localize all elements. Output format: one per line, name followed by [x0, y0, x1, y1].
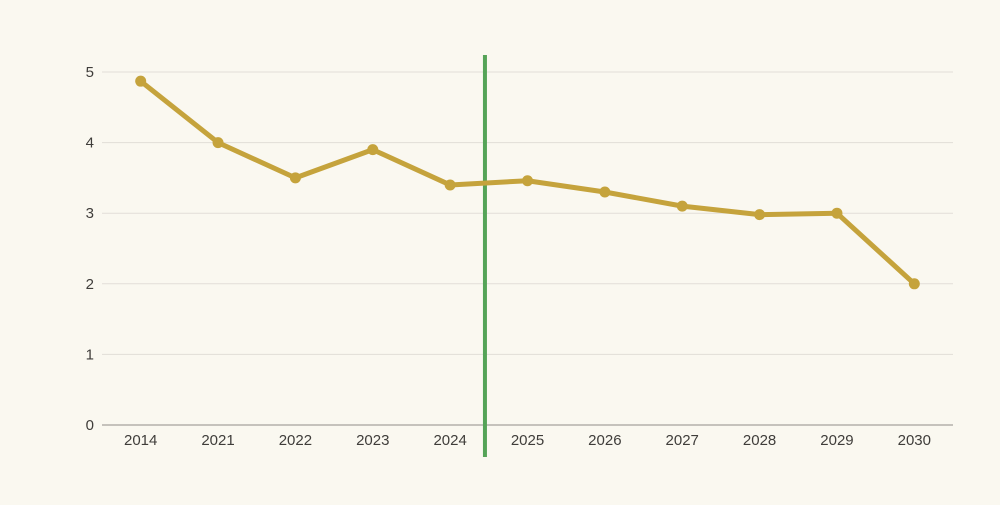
data-point-marker: [522, 175, 533, 187]
data-point-marker: [444, 179, 456, 191]
y-tick-label: 2: [86, 276, 94, 293]
data-point-marker: [135, 75, 147, 87]
x-tick-label: 2021: [201, 432, 234, 449]
x-tick-label: 2022: [279, 432, 312, 449]
y-tick-label: 3: [86, 205, 94, 222]
x-tick-label: 2028: [743, 432, 776, 449]
data-point-marker: [908, 278, 920, 290]
y-tick-label: 0: [86, 417, 94, 434]
y-tick-label: 1: [86, 346, 94, 363]
x-tick-label: 2026: [588, 432, 621, 449]
x-tick-label: 2025: [511, 432, 544, 449]
y-tick-label: 5: [86, 64, 94, 81]
y-tick-label: 4: [86, 135, 94, 152]
x-tick-label: 2027: [666, 432, 699, 449]
data-point-marker: [367, 144, 379, 156]
data-point-marker: [599, 186, 611, 198]
x-tick-label: 2029: [820, 432, 853, 449]
data-point-marker: [754, 209, 766, 221]
x-tick-label: 2023: [356, 432, 389, 449]
x-tick-label: 2014: [124, 432, 157, 449]
x-tick-label: 2024: [433, 432, 466, 449]
data-point-marker: [831, 207, 843, 219]
data-point-marker: [289, 172, 301, 184]
data-point-marker: [676, 200, 688, 212]
data-point-marker: [212, 137, 224, 149]
x-tick-label: 2030: [898, 432, 931, 449]
